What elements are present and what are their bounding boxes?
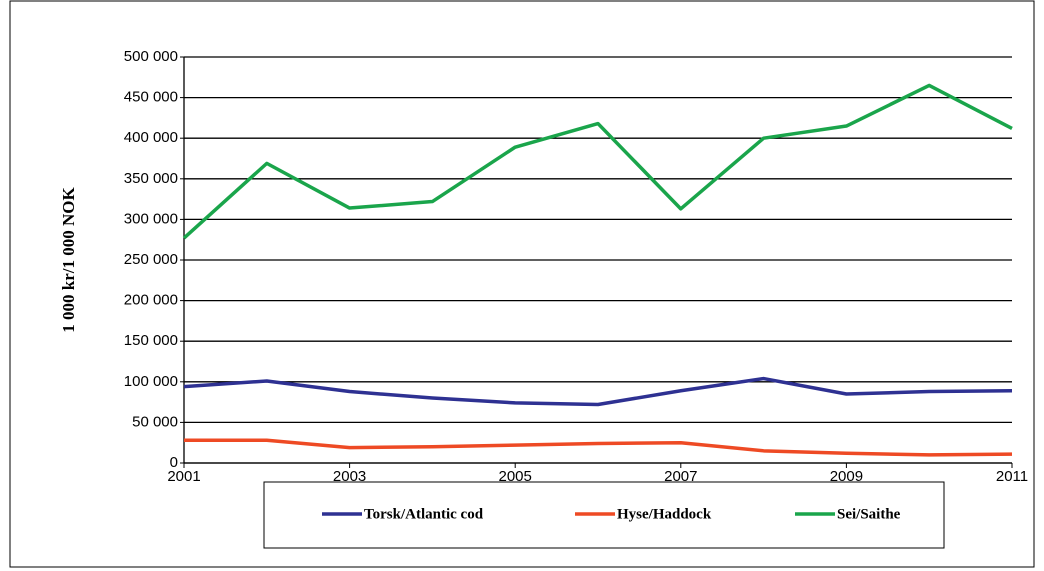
x-tick-label: 2011 <box>996 468 1028 485</box>
y-tick-label: 0 <box>170 454 178 471</box>
x-tick-label: 2007 <box>664 468 697 485</box>
y-tick-label: 250 000 <box>124 251 178 268</box>
y-tick-label: 400 000 <box>124 129 178 146</box>
chart-frame <box>9 0 1035 568</box>
y-tick-label: 350 000 <box>124 170 178 187</box>
y-tick-label: 500 000 <box>124 48 178 65</box>
y-tick-label: 100 000 <box>124 373 178 390</box>
legend-label: Sei/Saithe <box>837 506 901 522</box>
y-tick-label: 200 000 <box>124 292 178 309</box>
y-tick-label: 450 000 <box>124 89 178 106</box>
y-tick-label: 50 000 <box>132 413 178 430</box>
series-line <box>184 438 1013 457</box>
series-line <box>183 376 1013 407</box>
x-tick-label: 2005 <box>499 468 532 485</box>
y-tick-label: 300 000 <box>124 210 178 227</box>
x-tick-label: 2003 <box>333 468 366 485</box>
legend-box <box>263 481 945 549</box>
series-line <box>182 83 1013 240</box>
y-axis-title: 1 000 kr/1 000 NOK <box>59 187 78 333</box>
x-tick-label: 2009 <box>830 468 863 485</box>
legend-label: Hyse/Haddock <box>617 506 712 522</box>
x-tick-label: 2001 <box>167 468 200 485</box>
y-tick-label: 150 000 <box>124 332 178 349</box>
legend-label: Torsk/Atlantic cod <box>364 506 484 522</box>
